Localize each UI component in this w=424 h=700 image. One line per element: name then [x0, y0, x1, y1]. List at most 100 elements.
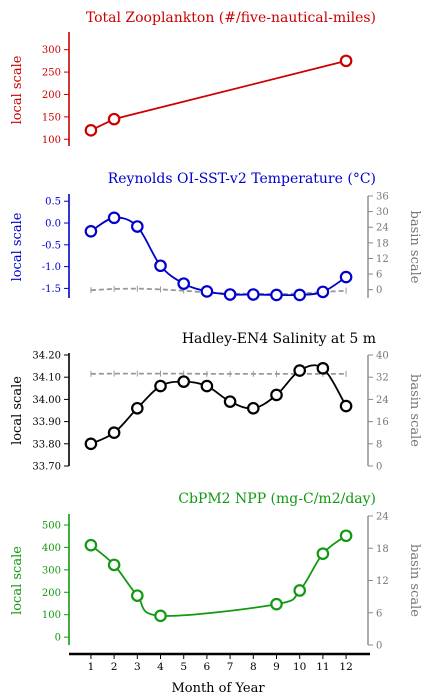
- panel-title: Hadley-EN4 Salinity at 5 m: [182, 331, 376, 347]
- chart-panel: Hadley-EN4 Salinity at 5 m 33.70 33.80 33.9…: [10, 331, 422, 473]
- right-tick-label: 18: [376, 544, 389, 555]
- data-point-marker: [200, 379, 214, 393]
- right-tick-label: 32: [376, 373, 389, 384]
- left-tick-label: 500: [42, 520, 61, 531]
- right-axis-title: basin scale: [407, 544, 422, 617]
- data-point-marker: [107, 426, 121, 439]
- data-point-marker: [270, 597, 283, 611]
- left-tick-label: 100: [42, 135, 61, 146]
- panel-title: Total Zooplankton (#/five-nautical-miles…: [86, 10, 376, 26]
- left-tick-label: 150: [42, 112, 61, 123]
- x-tick-label: 2: [111, 661, 118, 673]
- right-tick-label: 24: [376, 223, 389, 234]
- left-tick-label: -1.5: [42, 284, 61, 295]
- data-point-marker: [84, 538, 98, 552]
- left-axis-title: local scale: [10, 376, 25, 445]
- x-tick-label: 7: [227, 661, 234, 673]
- left-tick-label: 400: [42, 543, 61, 554]
- data-point-marker: [339, 529, 353, 543]
- right-tick-label: 30: [376, 207, 389, 218]
- right-axis-title: basin scale: [407, 374, 422, 447]
- left-tick-label: 34.00: [32, 395, 61, 406]
- chart-panel: Reynolds OI-SST-v2 Temperature (°C) -1.5 -…: [10, 171, 422, 302]
- data-point-marker: [316, 285, 330, 299]
- data-point-marker: [246, 288, 260, 301]
- x-tick-label: 5: [180, 661, 187, 673]
- left-tick-label: -0.5: [42, 240, 61, 251]
- data-point-marker: [339, 54, 353, 68]
- left-tick-label: 200: [42, 588, 61, 599]
- left-tick-label: 33.70: [32, 462, 61, 473]
- left-tick-label: -1.0: [42, 262, 61, 273]
- data-point-marker: [316, 547, 330, 560]
- data-point-marker: [84, 225, 98, 238]
- right-tick-label: 40: [376, 351, 389, 362]
- data-point-marker: [154, 259, 167, 273]
- data-point-marker: [200, 285, 214, 298]
- left-tick-label: 100: [42, 610, 61, 621]
- chart-panel: Total Zooplankton (#/five-nautical-miles…: [10, 10, 376, 146]
- right-tick-label: 6: [376, 608, 382, 619]
- data-point-marker: [131, 589, 144, 602]
- left-tick-label: 300: [42, 565, 61, 576]
- data-point-marker: [316, 362, 330, 375]
- local-series-line: [90, 534, 347, 617]
- x-tick-label: 6: [204, 661, 211, 673]
- data-point-marker: [246, 401, 260, 415]
- data-point-marker: [154, 609, 167, 623]
- data-point-marker: [177, 277, 191, 290]
- right-tick-label: 36: [376, 192, 389, 203]
- panel-title: Reynolds OI-SST-v2 Temperature (°C): [108, 171, 376, 187]
- local-series-line: [90, 60, 347, 132]
- x-tick-label: 8: [250, 661, 257, 673]
- right-tick-label: 12: [376, 576, 389, 587]
- right-tick-label: 18: [376, 238, 389, 249]
- right-tick-label: 8: [376, 439, 382, 450]
- data-point-marker: [131, 401, 144, 415]
- x-tick-label: 9: [273, 661, 280, 673]
- left-axis-title: local scale: [10, 55, 25, 124]
- data-point-marker: [270, 388, 283, 402]
- data-point-marker: [154, 379, 167, 393]
- local-series-line: [90, 216, 347, 297]
- right-tick-label: 0: [376, 641, 382, 652]
- data-point-marker: [84, 124, 98, 137]
- left-tick-label: 34.20: [32, 351, 61, 362]
- left-tick-label: 300: [42, 45, 61, 56]
- left-tick-label: 0: [55, 633, 61, 644]
- right-tick-label: 0: [376, 285, 382, 296]
- right-tick-label: 6: [376, 270, 382, 281]
- data-point-marker: [223, 288, 237, 301]
- left-tick-label: 200: [42, 90, 61, 101]
- data-point-marker: [339, 270, 353, 284]
- data-point-marker: [84, 437, 98, 451]
- right-tick-label: 24: [376, 512, 389, 523]
- left-tick-label: 33.80: [32, 439, 61, 450]
- data-point-marker: [293, 364, 306, 377]
- left-tick-label: 0.5: [45, 197, 61, 208]
- x-tick-label: 10: [293, 661, 306, 673]
- data-point-marker: [177, 375, 191, 388]
- right-tick-label: 0: [376, 462, 382, 473]
- left-axis-title: local scale: [10, 212, 25, 281]
- x-tick-label: 12: [339, 661, 352, 673]
- data-point-marker: [107, 558, 121, 572]
- left-tick-label: 33.90: [32, 417, 61, 428]
- right-tick-label: 12: [376, 254, 389, 265]
- x-tick-label: 11: [316, 661, 329, 673]
- right-tick-label: 16: [376, 417, 389, 428]
- chart-panel: CbPM2 NPP (mg-C/m2/day) 0 100 200 300 400 500 l…: [10, 491, 422, 652]
- local-series-line: [90, 364, 347, 445]
- left-tick-label: 0.0: [45, 219, 61, 230]
- x-axis-title: Month of Year: [171, 681, 265, 696]
- x-tick-label: 3: [134, 661, 141, 673]
- left-tick-label: 250: [42, 68, 61, 79]
- data-point-marker: [293, 584, 306, 597]
- data-point-marker: [339, 399, 353, 413]
- left-axis-title: local scale: [10, 546, 25, 615]
- x-tick-label: 4: [157, 661, 164, 673]
- data-point-marker: [107, 112, 121, 126]
- data-point-marker: [131, 220, 144, 233]
